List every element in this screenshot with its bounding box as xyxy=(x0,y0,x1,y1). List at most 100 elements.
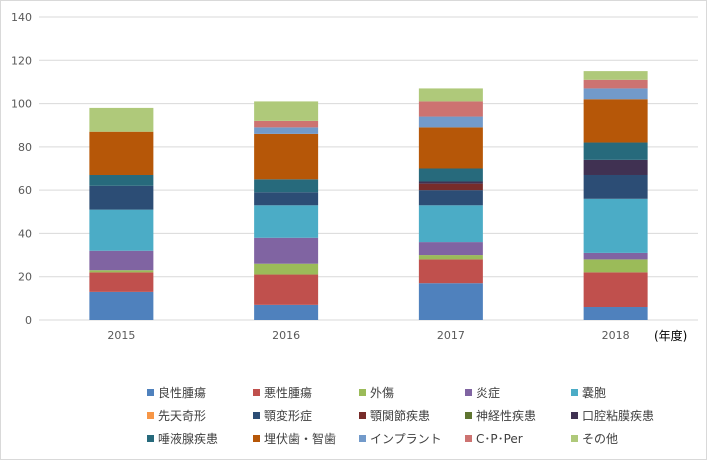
legend-swatch xyxy=(359,389,366,396)
legend-label: 唾液腺疾患 xyxy=(158,432,219,446)
y-tick-label: 100 xyxy=(11,98,32,111)
legend-item: C･P･Per xyxy=(465,430,565,447)
legend-item: 埋伏歯・智歯 xyxy=(253,430,353,447)
bar-segment xyxy=(254,304,319,320)
bar-segment xyxy=(418,116,483,128)
bar-segment xyxy=(583,71,648,80)
x-tick-label: 2015 xyxy=(107,329,135,342)
legend-label: 炎症 xyxy=(476,386,501,400)
legend-item: 唾液腺疾患 xyxy=(147,430,247,447)
legend-label: 先天奇形 xyxy=(158,409,207,423)
legend-row: 先天奇形 顎変形症 顎関節疾患 神経性疾患 口腔粘膜疾患 xyxy=(147,404,687,427)
bar-segment xyxy=(418,283,483,320)
bar-segment xyxy=(583,88,648,100)
bar-segment xyxy=(418,88,483,102)
legend-label: 悪性腫瘍 xyxy=(264,386,313,400)
legend-row: 良性腫瘍 悪性腫瘍 外傷 炎症 嚢胞 xyxy=(147,381,687,404)
legend-item: 口腔粘膜疾患 xyxy=(571,407,671,424)
legend-item: 炎症 xyxy=(465,384,565,401)
bar-segment xyxy=(89,250,154,271)
legend-label: 良性腫瘍 xyxy=(158,386,207,400)
bar-segment xyxy=(418,168,483,182)
bar-segment xyxy=(418,205,483,243)
legend-label: インプラント xyxy=(370,432,442,446)
legend-label: 埋伏歯・智歯 xyxy=(264,432,337,446)
y-tick-label: 80 xyxy=(18,141,32,154)
bar-segment xyxy=(583,198,648,253)
legend: 良性腫瘍 悪性腫瘍 外傷 炎症 嚢胞先天奇形 顎変形症 顎関節疾患 神経性疾患 口腔粘膜疾患唾液… xyxy=(147,381,687,450)
legend-item: 悪性腫瘍 xyxy=(253,384,353,401)
x-axis-unit-label: (年度) xyxy=(654,328,687,343)
y-tick-label: 140 xyxy=(11,11,32,24)
bar-segment xyxy=(89,272,154,292)
legend-swatch xyxy=(253,412,260,419)
legend-swatch xyxy=(147,389,154,396)
bar-segment xyxy=(418,242,483,256)
bar-segment xyxy=(418,127,483,169)
x-tick-label: 2018 xyxy=(602,329,630,342)
bar-segment xyxy=(254,133,319,180)
bar-segment xyxy=(583,307,648,320)
legend-swatch xyxy=(571,412,578,419)
bar-segment xyxy=(254,120,319,128)
y-axis-ticks: 0 20 40 60 80 100 120 140 xyxy=(11,11,32,327)
legend-swatch xyxy=(465,389,472,396)
legend-label: C･P･Per xyxy=(476,432,523,446)
x-tick-label: 2016 xyxy=(272,329,300,342)
bar-segment xyxy=(583,252,648,260)
bar-segment xyxy=(583,272,648,308)
legend-label: 外傷 xyxy=(370,386,395,400)
x-axis-ticks: 2015 2016 2017 2018 xyxy=(107,329,629,342)
legend-label: 神経性疾患 xyxy=(476,409,537,423)
bar-segment xyxy=(583,142,648,160)
bar-segment xyxy=(254,263,319,275)
bar-segment xyxy=(254,127,319,134)
bar-segment xyxy=(89,174,154,186)
legend-swatch xyxy=(147,412,154,419)
y-tick-label: 60 xyxy=(18,184,32,197)
legend-swatch xyxy=(253,435,260,442)
bar-segment xyxy=(583,159,648,175)
legend-label: 顎変形症 xyxy=(264,409,313,423)
legend-label: 顎関節疾患 xyxy=(370,409,431,423)
legend-swatch xyxy=(359,412,366,419)
bar-segment xyxy=(583,259,648,273)
legend-swatch xyxy=(571,435,578,442)
bar-segment xyxy=(254,237,319,264)
legend-swatch xyxy=(253,389,260,396)
stacked-bar-chart: 0 20 40 60 80 100 120 140 2015 2016 2017 2018 (年度) xyxy=(11,11,698,343)
legend-label: その他 xyxy=(582,432,619,446)
bar-segment xyxy=(89,270,154,273)
bar-segment xyxy=(89,107,154,132)
legend-item: 神経性疾患 xyxy=(465,407,565,424)
legend-swatch xyxy=(147,435,154,442)
y-tick-label: 20 xyxy=(18,271,32,284)
bar-segment xyxy=(418,101,483,117)
y-tick-label: 120 xyxy=(11,54,32,67)
bar-segment xyxy=(583,99,648,143)
legend-item: 先天奇形 xyxy=(147,407,247,424)
bar-segment xyxy=(418,259,483,284)
x-tick-label: 2017 xyxy=(437,329,465,342)
legend-swatch xyxy=(465,435,472,442)
legend-item: 良性腫瘍 xyxy=(147,384,247,401)
legend-row: 唾液腺疾患 埋伏歯・智歯 インプラント C･P･Per その他 xyxy=(147,427,687,450)
bar-segment xyxy=(418,183,483,191)
legend-item: 外傷 xyxy=(359,384,459,401)
y-tick-label: 40 xyxy=(18,227,32,240)
bar-segment xyxy=(418,255,483,260)
bar-segment xyxy=(254,101,319,121)
legend-label: 嚢胞 xyxy=(582,386,607,400)
legend-item: インプラント xyxy=(359,430,459,447)
bar-segment xyxy=(254,179,319,193)
bar-segment xyxy=(89,291,154,320)
legend-swatch xyxy=(359,435,366,442)
legend-swatch xyxy=(465,412,472,419)
bar-segment xyxy=(583,79,648,89)
legend-swatch xyxy=(571,389,578,396)
y-tick-label: 0 xyxy=(25,314,32,327)
legend-item: その他 xyxy=(571,430,671,447)
legend-item: 顎関節疾患 xyxy=(359,407,459,424)
bars xyxy=(89,71,648,320)
